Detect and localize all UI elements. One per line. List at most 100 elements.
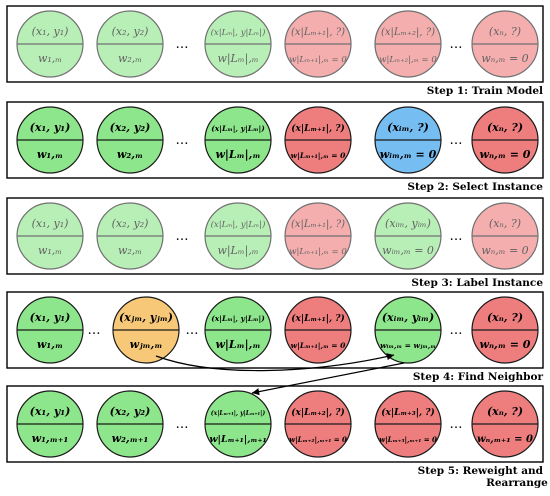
step-panel-frame — [6, 197, 544, 275]
instance-node: (x|Lₘ₊₁|, ?) w|Lₘ₊₁|,ₘ = 0 — [284, 106, 352, 174]
instance-node: (x|Lₘ|, y|Lₘ|) w|Lₘ|,ₘ — [204, 202, 272, 270]
instance-weight-label: w|Lₘ₊₁|,ₘ = 0 — [289, 55, 347, 65]
ellipsis-separator: … — [450, 417, 463, 432]
instance-node: (x₁, y₁) w₁,ₘ — [16, 106, 84, 174]
instance-node: (xᵢₘ, yᵢₘ) wᵢₘ,ₘ = wⱼₘ,ₘ — [374, 296, 442, 364]
step-label: Step 3: Label Instance — [411, 277, 543, 289]
instance-weight-label: w|Lₘ₊₁|,ₘ = 0 — [291, 151, 346, 160]
instance-pair-label: (x|Lₘ₊₁|, ?) — [291, 123, 345, 134]
instance-weight-label: w₂,ₘ₊₁ — [112, 432, 149, 445]
instance-weight-label: wₙ,ₘ = 0 — [480, 338, 531, 351]
instance-pair-label: (x₂, y₂) — [112, 25, 149, 38]
instance-node: (x|Lₘ₊₁|, ?) w|Lₘ₊₁|,ₘ = 0 — [284, 10, 352, 78]
instance-pair-label: (x|Lₘ₊₁|, ?) — [291, 313, 345, 324]
instance-node: (xᵢₘ, yᵢₘ) wᵢₘ,ₘ = 0 — [374, 202, 442, 270]
instance-weight-label: wₙ,ₘ₊₁ = 0 — [477, 434, 533, 445]
instance-node: (x|Lₘ₊₁|, y|Lₘ₊₁|) w|Lₘ₊₁|,ₘ₊₁ — [204, 390, 272, 458]
instance-node: (xᵢₘ, ?) wᵢₘ,ₘ = 0 — [374, 106, 442, 174]
ellipsis-separator: … — [88, 323, 101, 338]
instance-weight-label: wᵢₘ,ₘ = 0 — [380, 148, 437, 161]
instance-pair-label: (xₙ, ?) — [487, 121, 523, 134]
step-panel-4: (x₁, y₁) w₁,ₘ … (xⱼₘ, yⱼₘ) wⱼₘ,ₘ … (x|Lₘ|, y|L… — [6, 291, 544, 369]
instance-pair-label: (x|Lₘ₊₁|, ?) — [291, 27, 345, 38]
ellipsis-separator: … — [450, 323, 463, 338]
neighbor-weight-arrow — [155, 353, 395, 372]
instance-pair-label: (x|Lₘ₊₁|, y|Lₘ₊₁|) — [211, 410, 266, 417]
instance-weight-label: w|Lₘ|,ₘ — [215, 338, 260, 351]
step-label: Step 4: Find Neighbor — [413, 371, 544, 383]
instance-node: (x|Lₘ₊₁|, ?) w|Lₘ₊₁|,ₘ = 0 — [284, 202, 352, 270]
instance-pair-label: (xⱼₘ, yⱼₘ) — [119, 311, 173, 324]
instance-pair-label: (xₙ, ?) — [487, 311, 523, 324]
instance-weight-label: wᵢₘ,ₘ = 0 — [382, 244, 434, 257]
ellipsis-separator: … — [186, 323, 199, 338]
step-label-line: Step 4: Find Neighbor — [413, 371, 544, 383]
instance-node: (x₁, y₁) w₁,ₘ — [16, 10, 84, 78]
instance-node: (x|Lₘ₊₂|, ?) w|Lₘ₊₂|,ₘ = 0 — [374, 10, 442, 78]
ellipsis-separator: … — [450, 37, 463, 52]
instance-pair-label: (x₁, y₁) — [30, 121, 71, 134]
instance-weight-label: wₙ,ₘ = 0 — [480, 148, 531, 161]
instance-pair-label: (x|Lₘ|, y|Lₘ|) — [211, 27, 266, 38]
instance-pair-label: (x₂, y₂) — [110, 405, 151, 418]
instance-node: (x|Lₘ|, y|Lₘ|) w|Lₘ|,ₘ — [204, 106, 272, 174]
instance-pair-label: (xᵢₘ, yᵢₘ) — [382, 311, 434, 324]
step-label: Step 2: Select Instance — [407, 181, 543, 193]
instance-pair-label: (xₙ, ?) — [487, 405, 523, 418]
step-panel-1: (x₁, y₁) w₁,ₘ (x₂, y₂) w₂,ₘ … (x|Lₘ|, y|Lₘ|) w… — [6, 5, 544, 83]
instance-node: (x|Lₘ|, y|Lₘ|) w|Lₘ|,ₘ — [204, 10, 272, 78]
instance-pair-label: (x|Lₘ|, y|Lₘ|) — [211, 124, 265, 133]
instance-weight-label: wₙ,ₘ = 0 — [481, 244, 528, 257]
instance-node: (xₙ, ?) wₙ,ₘ = 0 — [471, 296, 539, 364]
instance-weight-label: w|Lₘ₊₁|,ₘ = 0 — [291, 341, 346, 350]
instance-pair-label: (xᵢₘ, ?) — [387, 121, 429, 134]
instance-weight-label: w|Lₘ₊₂|,ₘ₊₁ = 0 — [289, 435, 347, 444]
instance-weight-label: w₂,ₘ — [118, 244, 142, 257]
instance-pair-label: (x|Lₘ₊₂|, ?) — [381, 27, 435, 38]
step-label-line: Step 2: Select Instance — [407, 181, 543, 193]
instance-node: (x₁, y₁) w₁,ₘ₊₁ — [16, 390, 84, 458]
ellipsis-separator: … — [450, 133, 463, 148]
instance-pair-label: (x₁, y₁) — [30, 311, 71, 324]
instance-node: (xₙ, ?) wₙ,ₘ = 0 — [471, 106, 539, 174]
step-panel-frame — [6, 291, 544, 369]
instance-node: (x|Lₘ₊₁|, ?) w|Lₘ₊₁|,ₘ = 0 — [284, 296, 352, 364]
instance-weight-label: wⱼₘ,ₘ — [130, 338, 163, 351]
instance-pair-label: (x|Lₘ₊₂|, ?) — [291, 407, 345, 418]
instance-weight-label: w|Lₘ|,ₘ — [217, 244, 258, 258]
instance-pair-label: (x|Lₘ₊₃|, ?) — [381, 407, 435, 418]
instance-pair-label: (x₁, y₁) — [30, 405, 71, 418]
instance-pair-label: (x|Lₘ|, y|Lₘ|) — [211, 219, 266, 230]
step-label-line: Step 5: Reweight and — [418, 465, 544, 477]
instance-pair-label: (x|Lₘ₊₁|, ?) — [291, 219, 345, 230]
ellipsis-separator: … — [176, 229, 189, 244]
instance-pair-label: (x₁, y₁) — [32, 217, 69, 230]
instance-weight-label: wₙ,ₘ = 0 — [481, 52, 528, 65]
step-panel-3: (x₁, y₁) w₁,ₘ (x₂, y₂) w₂,ₘ … (x|Lₘ|, y|Lₘ|) w… — [6, 197, 544, 275]
step-panel-2: (x₁, y₁) w₁,ₘ (x₂, y₂) w₂,ₘ … (x|Lₘ|, y|Lₘ|) w… — [6, 101, 544, 179]
instance-node: (x|Lₘ|, y|Lₘ|) w|Lₘ|,ₘ — [204, 296, 272, 364]
step-label: Step 1: Train Model — [427, 85, 543, 97]
ellipsis-separator: … — [450, 229, 463, 244]
step-panel-frame — [6, 101, 544, 179]
instance-node: (x₂, y₂) w₂,ₘ — [96, 10, 164, 78]
instance-weight-label: w₁,ₘ₊₁ — [32, 432, 69, 445]
instance-pair-label: (xₙ, ?) — [489, 25, 521, 38]
rearrange-arrow — [251, 362, 405, 396]
instance-node: (x₂, y₂) w₂,ₘ — [96, 202, 164, 270]
step-panel-5: (x₁, y₁) w₁,ₘ₊₁ (x₂, y₂) w₂,ₘ₊₁ … (x|Lₘ₊₁|, y… — [6, 385, 544, 463]
instance-weight-label: w|Lₘ₊₃|,ₘ₊₁ = 0 — [379, 435, 437, 444]
instance-weight-label: w|Lₘ₊₂|,ₘ = 0 — [379, 55, 437, 65]
instance-weight-label: w|Lₘ₊₁|,ₘ = 0 — [289, 247, 347, 257]
instance-node: (x₂, y₂) w₂,ₘ — [96, 106, 164, 174]
ellipsis-separator: … — [176, 133, 189, 148]
instance-node: (xₙ, ?) wₙ,ₘ₊₁ = 0 — [471, 390, 539, 458]
instance-weight-label: w|Lₘ₊₁|,ₘ₊₁ — [209, 434, 266, 445]
instance-pair-label: (x|Lₘ|, y|Lₘ|) — [211, 314, 265, 323]
instance-pair-label: (x₂, y₂) — [112, 217, 149, 230]
instance-node: (x₂, y₂) w₂,ₘ₊₁ — [96, 390, 164, 458]
step-label-line: Step 3: Label Instance — [411, 277, 543, 289]
instance-node: (x₁, y₁) w₁,ₘ — [16, 296, 84, 364]
instance-node: (xₙ, ?) wₙ,ₘ = 0 — [471, 10, 539, 78]
